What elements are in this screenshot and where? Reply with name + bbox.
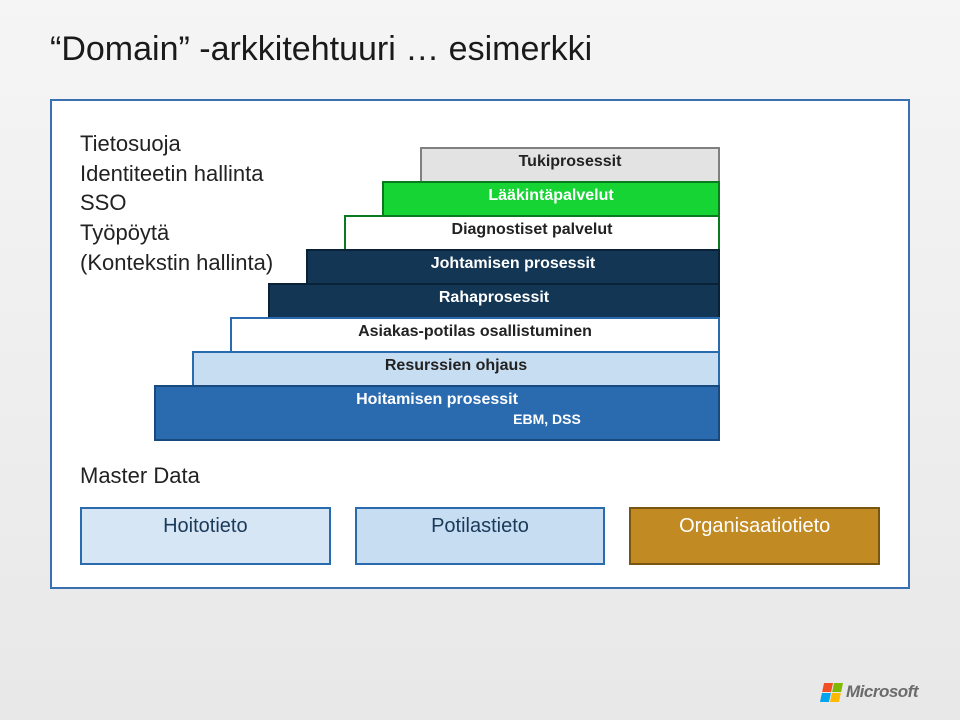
cascade-layer-label: Diagnostiset palvelut <box>452 217 613 239</box>
left-item: Identiteetin hallinta <box>80 159 273 189</box>
cascade-layer-label: Rahaprosessit <box>439 285 549 307</box>
master-data-label: Master Data <box>80 463 200 489</box>
architecture-box: Tietosuoja Identiteetin hallinta SSO Työ… <box>50 99 910 589</box>
cascade-layer: Tukiprosessit <box>420 147 720 185</box>
master-data-row: Hoitotieto Potilastieto Organisaatiotieto <box>80 507 880 565</box>
left-item: Työpöytä <box>80 218 273 248</box>
cascade-layer-label: Resurssien ohjaus <box>385 353 527 375</box>
microsoft-wordmark: Microsoft <box>846 682 918 702</box>
master-data-box: Hoitotieto <box>80 507 331 565</box>
cascade-layer-label: Hoitamisen prosessit <box>356 387 518 409</box>
cascade-layer-label: Asiakas-potilas osallistuminen <box>358 319 592 341</box>
cascade-layer-label: Tukiprosessit <box>519 149 622 171</box>
cascade-layer: Diagnostiset palvelut <box>344 215 720 253</box>
cascade-layer-label: Johtamisen prosessit <box>431 251 596 273</box>
cascade-layer-sublabel: EBM, DSS <box>513 411 581 427</box>
master-data-box: Organisaatiotieto <box>629 507 880 565</box>
cascade-layer: Resurssien ohjaus <box>192 351 720 389</box>
cascade-layer: Lääkintäpalvelut <box>382 181 720 219</box>
master-data-box: Potilastieto <box>355 507 606 565</box>
cascade-layer: Johtamisen prosessit <box>306 249 720 287</box>
microsoft-flag-icon <box>820 683 843 702</box>
cascade-layer: Asiakas-potilas osallistuminen <box>230 317 720 355</box>
left-text-block: Tietosuoja Identiteetin hallinta SSO Työ… <box>80 129 273 277</box>
slide-title: “Domain” -arkkitehtuuri … esimerkki <box>50 30 910 69</box>
slide: “Domain” -arkkitehtuuri … esimerkki Tiet… <box>0 0 960 720</box>
cascade-layer-label: Lääkintäpalvelut <box>488 183 613 205</box>
cascade-layer: Rahaprosessit <box>268 283 720 321</box>
left-item: SSO <box>80 188 273 218</box>
left-item: (Kontekstin hallinta) <box>80 248 273 278</box>
microsoft-logo: Microsoft <box>822 682 918 702</box>
left-item: Tietosuoja <box>80 129 273 159</box>
cascade-layer: Hoitamisen prosessit EBM, DSS <box>154 385 720 441</box>
